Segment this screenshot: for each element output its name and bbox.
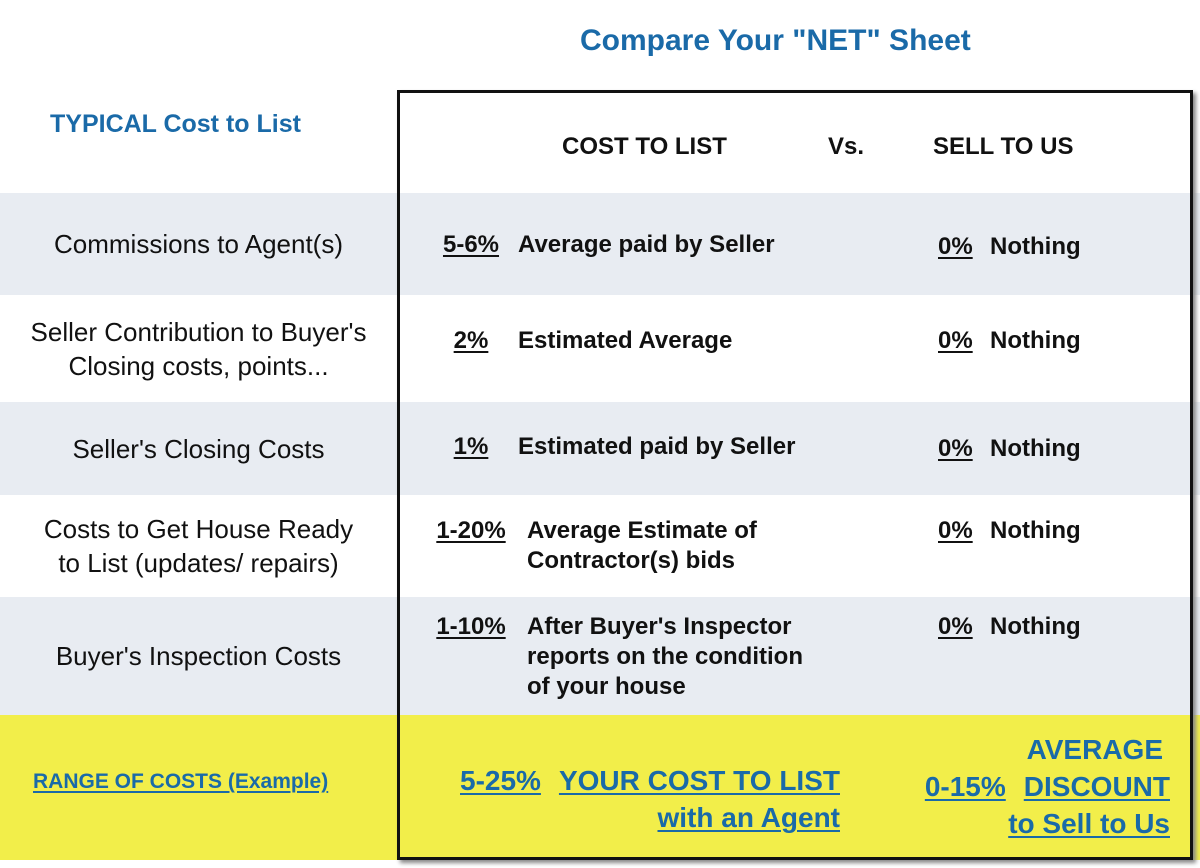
sell-note: Nothing — [990, 517, 1081, 544]
summary-list-line: with an Agent — [420, 799, 840, 836]
summary-sell-text: AVERAGE — [1026, 734, 1163, 765]
list-note-line: reports on the condition — [527, 643, 803, 670]
sell-note: Nothing — [990, 435, 1081, 462]
row-label-line: Closing costs, points... — [68, 350, 329, 381]
row-label: Buyer's Inspection Costs — [0, 597, 397, 715]
summary-list-text: YOUR COST TO LIST — [558, 765, 840, 796]
compare-box — [397, 90, 1193, 860]
sell-percent: 0% — [938, 327, 973, 354]
list-note: Average Estimate of Contractor(s) bids — [527, 516, 757, 576]
list-note: After Buyer's Inspector reports on the co… — [527, 612, 803, 702]
row-band — [0, 495, 1200, 597]
list-percent: 1-20% — [436, 517, 506, 544]
list-note-line: Average paid by Seller — [518, 231, 775, 258]
title: Compare Your "NET" Sheet — [580, 24, 971, 57]
list-note: Estimated Average — [518, 326, 732, 356]
list-percent: 1-10% — [436, 613, 506, 640]
sell-percent: 0% — [938, 435, 973, 462]
row-label: Commissions to Agent(s) — [0, 193, 397, 295]
row-label-line: Commissions to Agent(s) — [54, 229, 343, 259]
row-label-line: Seller's Closing Costs — [72, 433, 325, 464]
sell-note: Nothing — [990, 613, 1081, 640]
row-band — [0, 402, 1200, 495]
summary-sell-line: 0-15% DISCOUNT — [880, 768, 1170, 805]
sell-percent: 0% — [938, 517, 973, 544]
summary-list-text: with an Agent — [657, 802, 840, 833]
row-band — [0, 597, 1200, 715]
row-label-line: to List (updates/ repairs) — [58, 548, 339, 578]
column-header: Vs. — [828, 133, 865, 160]
list-note-line: Contractor(s) bids — [527, 547, 736, 574]
list-percent: 1% — [453, 433, 489, 460]
sell-note: Nothing — [990, 233, 1081, 260]
summary-sell-line: AVERAGE — [880, 731, 1170, 768]
list-percent: 5-6% — [442, 231, 500, 258]
list-note-line: of your house — [527, 673, 686, 700]
summary-sell-percent: 0-15% — [924, 771, 1006, 802]
sell-percent: 0% — [938, 233, 973, 260]
row-band — [0, 193, 1200, 295]
row-label: Seller Contribution to Buyer's Closing co… — [0, 295, 397, 402]
column-header: SELL TO US — [933, 133, 1074, 160]
summary-sell-text: to Sell to Us — [1008, 808, 1170, 839]
sell-percent: 0% — [938, 613, 973, 640]
row-band — [0, 295, 1200, 402]
row-label-line: Seller Contribution to Buyer's — [30, 316, 367, 347]
left-heading: TYPICAL Cost to List — [50, 110, 301, 138]
summary-label: RANGE OF COSTS (Example) — [33, 770, 329, 793]
row-label-line: Costs to Get House Ready — [43, 514, 354, 544]
row-label: Costs to Get House Ready to List (updates… — [0, 495, 397, 597]
list-note-line: After Buyer's Inspector — [527, 613, 792, 640]
summary-band — [0, 715, 1200, 860]
summary-sell-line: to Sell to Us — [880, 805, 1170, 842]
list-percent: 2% — [453, 327, 489, 354]
list-note-line: Estimated paid by Seller — [518, 433, 796, 460]
row-label: Seller's Closing Costs — [0, 402, 397, 495]
row-label-line: Buyer's Inspection Costs — [55, 641, 342, 671]
summary-list: 5-25% YOUR COST TO LIST with an Agent — [420, 762, 840, 836]
list-note: Average paid by Seller — [518, 230, 775, 260]
list-note-line: Estimated Average — [518, 327, 733, 354]
summary-list-line: 5-25% YOUR COST TO LIST — [420, 762, 840, 799]
list-note-line: Average Estimate of — [527, 517, 757, 544]
sell-note: Nothing — [990, 327, 1081, 354]
summary-sell: AVERAGE 0-15% DISCOUNT to Sell to Us — [880, 731, 1170, 842]
list-note: Estimated paid by Seller — [518, 432, 795, 462]
summary-list-percent: 5-25% — [460, 765, 541, 796]
summary-sell-text: DISCOUNT — [1023, 771, 1170, 802]
column-header: COST TO LIST — [562, 133, 727, 160]
